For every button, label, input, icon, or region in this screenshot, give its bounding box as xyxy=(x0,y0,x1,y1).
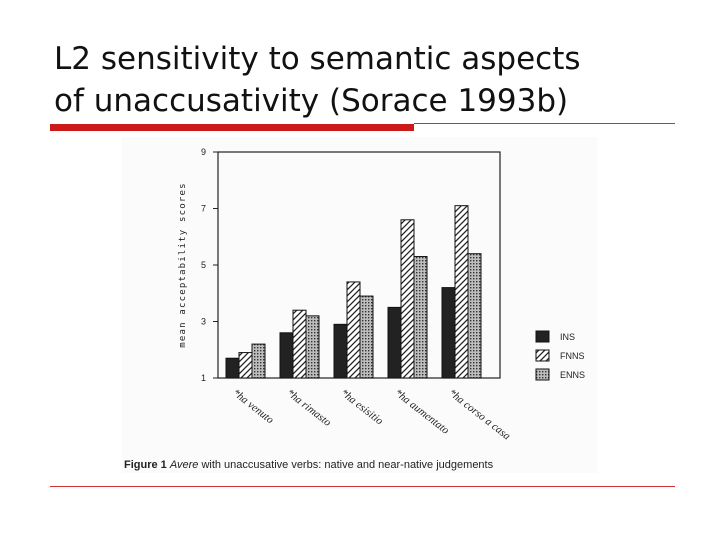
bar-fnns-4 xyxy=(400,219,415,379)
category-label: *ha aumentato xyxy=(392,387,452,437)
bar-enns-3 xyxy=(359,295,374,379)
legend-swatch-enns xyxy=(535,368,550,381)
figure-caption: Figure 1 Avere with unaccusative verbs: … xyxy=(124,459,494,471)
slide-title-line-1: L2 sensitivity to semantic aspects xyxy=(54,41,581,77)
y-tick-label: 5 xyxy=(201,260,206,270)
legend-label-fnns: FNNS xyxy=(560,351,585,361)
bar-ins-5 xyxy=(441,287,456,379)
category-label: *ha venuto xyxy=(230,387,276,427)
category-label: *ha esisitio xyxy=(338,387,386,428)
legend-swatch-ins xyxy=(535,330,550,343)
footer-rule xyxy=(50,486,675,487)
title-rule xyxy=(414,123,675,124)
caption-label: Figure 1 xyxy=(124,459,170,471)
bar-enns-4 xyxy=(413,256,428,379)
y-tick-label: 1 xyxy=(201,373,206,383)
bar-ins-3 xyxy=(333,323,348,379)
slide-title: L2 sensitivity to semantic aspects of un… xyxy=(54,38,694,122)
legend-swatch-fnns xyxy=(535,349,550,362)
bar-ins-1 xyxy=(225,357,240,379)
bar-ins-2 xyxy=(279,332,294,379)
bar-ins-4 xyxy=(387,306,402,379)
y-tick-label: 9 xyxy=(201,147,206,157)
title-accent-bar xyxy=(50,124,414,131)
caption-text: with unaccusative verbs: native and near… xyxy=(200,459,493,471)
category-label: *ha rimasto xyxy=(284,387,333,429)
legend-label-ins: INS xyxy=(560,332,575,342)
caption-keyword: Avere xyxy=(169,459,202,471)
bar-fnns-2 xyxy=(292,309,307,379)
figure-scan: 1 3 5 7 9 mean acceptability scores *ha venuto… xyxy=(122,137,597,473)
bar-chart: 1 3 5 7 9 mean acceptability scores *ha venuto… xyxy=(124,147,585,471)
y-tick-label: 7 xyxy=(201,204,206,214)
bar-enns-5 xyxy=(467,253,482,379)
bar-fnns-1 xyxy=(238,352,253,379)
y-tick-label: 3 xyxy=(201,317,206,327)
bar-fnns-3 xyxy=(346,281,361,379)
bar-enns-2 xyxy=(305,315,320,379)
slide-title-line-2: of unaccusativity (Sorace 1993b) xyxy=(54,83,569,119)
bar-fnns-5 xyxy=(454,205,469,379)
legend-label-enns: ENNS xyxy=(560,370,585,380)
category-label: *ha corso a casa xyxy=(446,387,513,443)
bar-enns-1 xyxy=(251,343,266,379)
y-axis-label: mean acceptability scores xyxy=(178,182,188,347)
